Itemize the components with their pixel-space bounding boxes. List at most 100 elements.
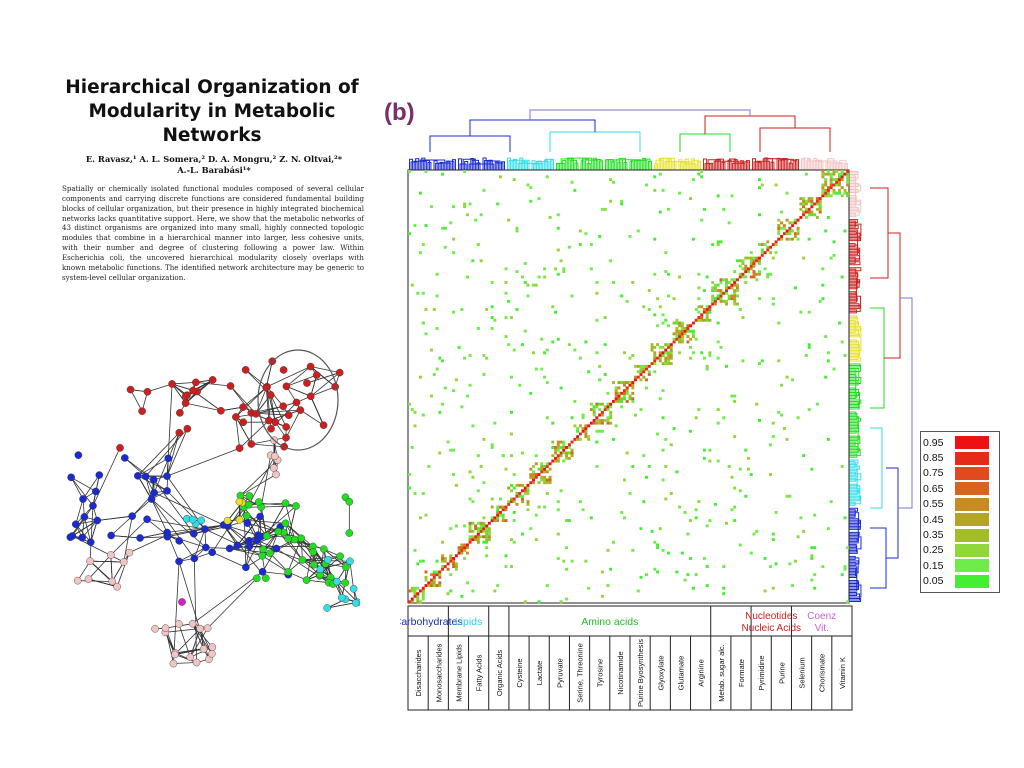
dendrogram-branch: [849, 273, 859, 278]
heatmap-cell: [482, 524, 486, 528]
heatmap-cell: [686, 573, 690, 577]
heatmap-cell: [482, 527, 486, 531]
dendrogram-branch: [849, 423, 859, 428]
heatmap-cell: [763, 267, 767, 271]
category-label: Nucleotides: [745, 611, 797, 622]
network-edge: [262, 571, 289, 576]
heatmap-cell: [578, 437, 582, 441]
heatmap-cell: [766, 245, 770, 249]
heatmap-cell: [504, 508, 508, 512]
heatmap-cell: [769, 443, 773, 447]
heatmap-cell: [824, 229, 828, 233]
heatmap-cell: [421, 413, 425, 417]
heatmap-cell: [738, 264, 742, 268]
heatmap-cell: [565, 446, 569, 449]
heatmap-cell: [465, 394, 469, 398]
heatmap-cell: [804, 172, 808, 176]
heatmap-cell: [725, 364, 728, 368]
heatmap-cell: [802, 256, 806, 260]
dendrogram-branch: [849, 339, 858, 344]
heatmap-cell: [432, 575, 436, 579]
network-node: [349, 585, 358, 593]
heatmap-cell: [449, 221, 453, 225]
heatmap-cell: [744, 281, 748, 284]
dendrogram-branch: [849, 435, 861, 440]
heatmap-cell: [727, 221, 731, 225]
heatmap-cell: [584, 435, 588, 439]
heatmap-cell: [457, 546, 461, 550]
heatmap-cell: [504, 316, 508, 320]
heatmap-cell: [843, 567, 847, 571]
network-edges: [69, 361, 359, 664]
legend-label: 0.05: [923, 575, 944, 588]
heatmap-cell: [460, 405, 464, 409]
dendrogram-branch: [849, 459, 859, 464]
heatmap-cell: [609, 421, 613, 425]
network-edge: [195, 381, 231, 387]
heatmap-cell: [532, 465, 535, 468]
heatmap-cell: [554, 446, 558, 449]
heatmap-cell: [736, 283, 739, 287]
heatmap-cell: [595, 351, 599, 355]
heatmap-cell: [631, 391, 635, 395]
network-edge: [251, 443, 285, 448]
heatmap-cell: [686, 532, 690, 536]
dendrogram-branch: [560, 158, 574, 170]
heatmap-cell: [521, 489, 524, 493]
dendrogram-branch: [727, 159, 732, 170]
dendrogram-branch: [849, 471, 857, 476]
heatmap-cell: [697, 500, 701, 504]
heatmap-cell: [609, 410, 613, 414]
heatmap-cell: [843, 516, 847, 520]
heatmap-cell: [639, 575, 643, 579]
network-edge: [124, 457, 146, 477]
heatmap-cell: [476, 489, 480, 493]
dendrogram-branch: [562, 160, 567, 170]
heatmap-cell: [476, 521, 480, 525]
heatmap-cell: [700, 305, 704, 309]
heatmap-cell: [416, 586, 420, 590]
network-edge: [70, 477, 84, 500]
heatmap-cell: [744, 494, 748, 498]
heatmap-cell: [658, 356, 662, 360]
heatmap-cell: [716, 243, 720, 247]
heatmap-cell: [824, 188, 828, 192]
network-edge: [277, 531, 303, 561]
dendrogram-branch: [849, 315, 857, 320]
heatmap-cell: [840, 175, 844, 179]
heatmap-cell: [711, 286, 715, 290]
dendrogram-branch: [549, 159, 554, 170]
paper-title-line: Hierarchical Organization of: [65, 77, 359, 98]
heatmap-cell: [661, 321, 665, 325]
network-node: [267, 424, 275, 433]
heatmap-cell: [804, 207, 808, 211]
heatmap-cell: [838, 183, 841, 187]
heatmap-cell: [650, 529, 654, 533]
dendrogram-branch: [849, 567, 857, 572]
heatmap-cell: [537, 197, 541, 201]
heatmap-cell: [843, 172, 847, 176]
heatmap-cell: [846, 172, 850, 176]
heatmap-cell: [791, 229, 795, 233]
heatmap-cell: [479, 529, 483, 533]
dendrogram-branch: [422, 160, 430, 170]
dendrogram-branch: [849, 536, 862, 550]
heatmap-cell: [521, 497, 524, 501]
heatmap-cell: [485, 524, 489, 528]
heatmap-cell: [416, 592, 420, 596]
network-edge: [130, 389, 143, 412]
heatmap-cell: [713, 283, 717, 287]
heatmap-cell: [592, 408, 596, 412]
heatmap-cell: [672, 427, 676, 431]
heatmap-cell: [556, 337, 560, 341]
heatmap-cell: [609, 178, 613, 182]
heatmap-cell: [780, 237, 784, 241]
heatmap-cell: [529, 475, 533, 479]
dendrogram-branch: [805, 160, 819, 170]
heatmap-cell: [419, 516, 422, 520]
heatmap-cell: [653, 272, 657, 276]
heatmap-cell: [700, 170, 704, 173]
heatmap-cell: [625, 389, 629, 393]
heatmap-cell: [463, 170, 467, 173]
heatmap-cell: [562, 451, 566, 455]
